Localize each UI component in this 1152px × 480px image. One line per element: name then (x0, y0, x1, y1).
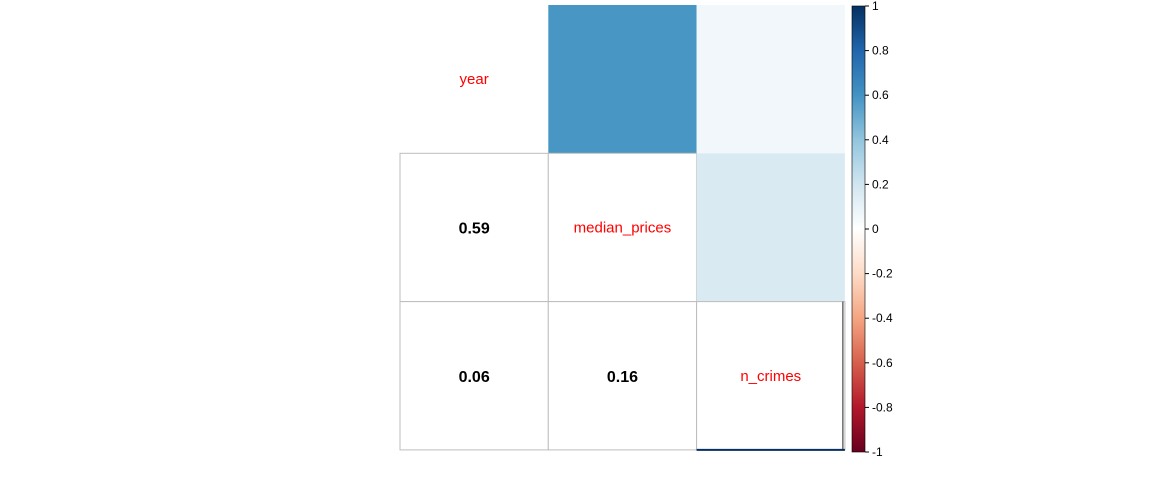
colorbar-tick-label: -0.8 (872, 400, 893, 414)
variable-label-year: year (460, 71, 489, 88)
cell-border-n_crimes-year (399, 301, 549, 451)
corr-square-year-median_prices (548, 5, 697, 154)
cell-border-median_prices-year (399, 152, 549, 303)
colorbar-tick-label: 0.6 (872, 88, 889, 102)
corr-square-median_prices-n_crimes (696, 153, 845, 302)
variable-label-n_crimes: n_crimes (740, 368, 801, 385)
colorbar-tick-label: 0.8 (872, 44, 889, 58)
colorbar-tick-label: -1 (872, 445, 883, 459)
cell-border-median_prices-median_prices (547, 152, 698, 303)
corr-value-n_crimes-year: 0.06 (459, 369, 490, 386)
colorbar-tick-label: -0.4 (872, 311, 893, 325)
colorbar: 1 0.8 0.6 0.4 0.2 0 -0.2 -0.4 -0.6 -0.8 -1 (851, 0, 893, 459)
colorbar-tick-label: 0.2 (872, 177, 889, 191)
corr-value-median_prices-year: 0.59 (459, 220, 490, 237)
colorbar-gradient (851, 5, 866, 453)
variable-label-median_prices: median_prices (574, 219, 672, 236)
matrix-cells: year 0.59 median_prices 0.06 0.16 n_crimes (399, 5, 846, 451)
colorbar-tick-label: -0.2 (872, 267, 893, 281)
cell-border-n_crimes-median_prices (547, 301, 698, 451)
corr-value-n_crimes-median_prices: 0.16 (607, 369, 638, 386)
cell-border-year-year (400, 5, 549, 154)
corr-square-year-n_crimes (696, 5, 845, 154)
colorbar-tick-label: 0 (872, 222, 879, 236)
colorbar-tick-label: 1 (872, 0, 879, 13)
colorbar-tick-label: 0.4 (872, 133, 889, 147)
colorbar-tick-label: -0.6 (872, 356, 893, 370)
